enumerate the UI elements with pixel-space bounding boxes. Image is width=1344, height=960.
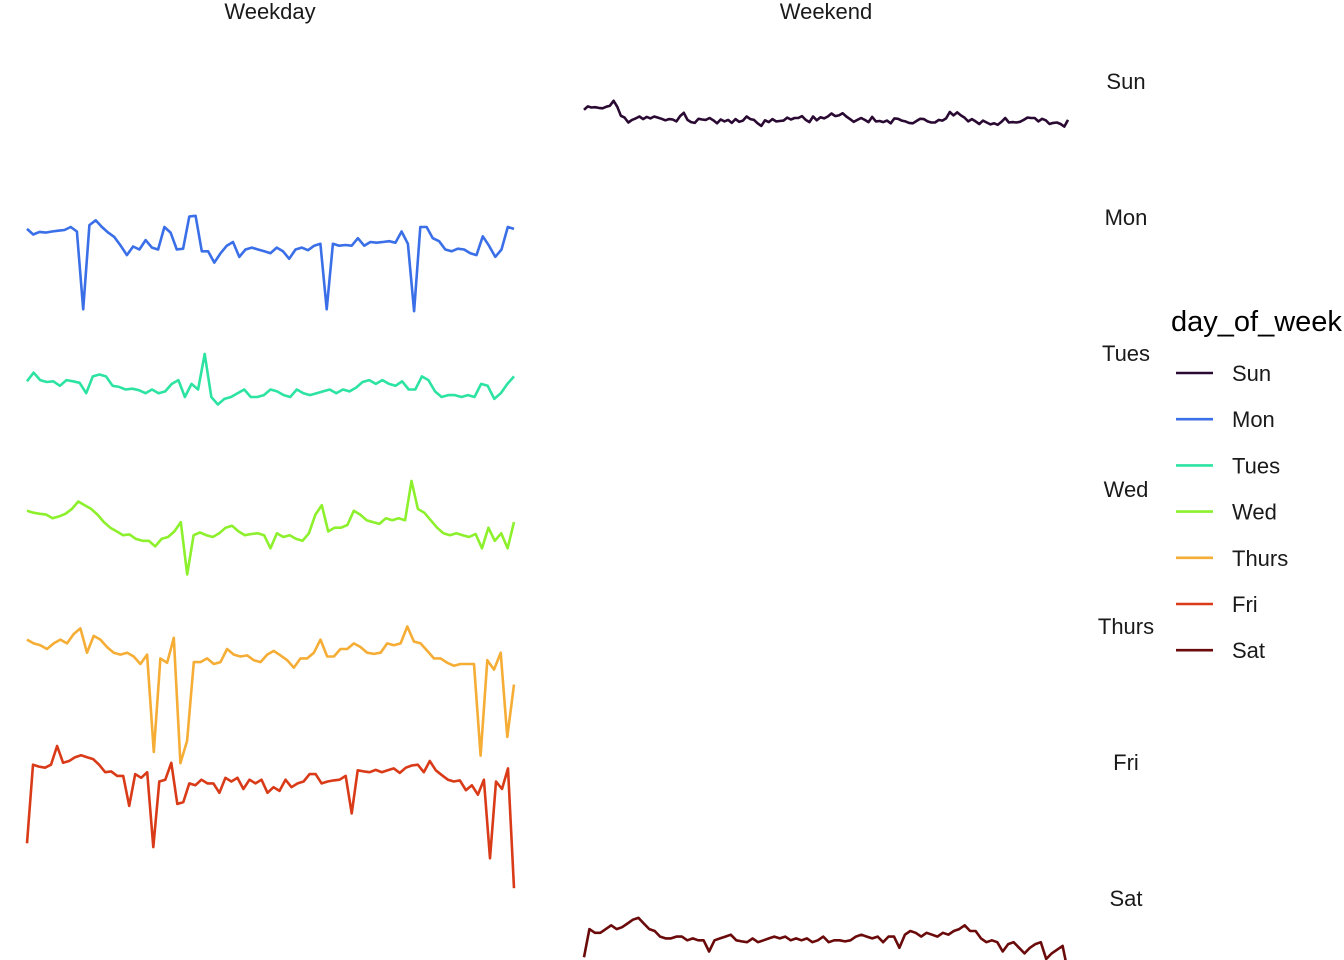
legend-items: Sun Mon Tues Wed Thurs Fri Sat bbox=[1176, 361, 1288, 663]
legend: day_of_week Sun Mon Tues Wed Thurs Fri Sat bbox=[1171, 306, 1342, 663]
series-line-mon bbox=[26, 214, 515, 313]
series-line-sun bbox=[583, 99, 1070, 128]
legend-label-fri: Fri bbox=[1232, 592, 1258, 617]
legend-label-sun: Sun bbox=[1232, 361, 1271, 386]
legend-label-sat: Sat bbox=[1232, 638, 1265, 663]
facet-titles: Weekday Weekend bbox=[224, 0, 872, 24]
series-lines bbox=[25, 99, 1070, 960]
row-label-mon: Mon bbox=[1105, 205, 1148, 230]
series-line-fri bbox=[25, 744, 516, 889]
facet-title-weekday: Weekday bbox=[224, 0, 315, 24]
legend-label-tues: Tues bbox=[1232, 453, 1280, 478]
legend-title: day_of_week bbox=[1171, 306, 1342, 338]
legend-label-mon: Mon bbox=[1232, 407, 1275, 432]
series-line-thurs bbox=[26, 625, 516, 765]
row-strip-labels: Sun Mon Tues Wed Thurs Fri Sat bbox=[1098, 69, 1154, 911]
series-line-sat bbox=[582, 916, 1067, 960]
facet-title-weekend: Weekend bbox=[780, 0, 873, 24]
row-label-thurs: Thurs bbox=[1098, 614, 1154, 639]
series-line-tues bbox=[25, 352, 515, 406]
legend-label-wed: Wed bbox=[1232, 500, 1277, 525]
series-line-wed bbox=[26, 479, 516, 576]
row-label-fri: Fri bbox=[1113, 750, 1139, 775]
legend-label-thurs: Thurs bbox=[1232, 546, 1288, 571]
row-label-tues: Tues bbox=[1102, 341, 1150, 366]
row-label-sat: Sat bbox=[1109, 886, 1142, 911]
row-label-wed: Wed bbox=[1104, 477, 1149, 502]
row-label-sun: Sun bbox=[1106, 69, 1145, 94]
